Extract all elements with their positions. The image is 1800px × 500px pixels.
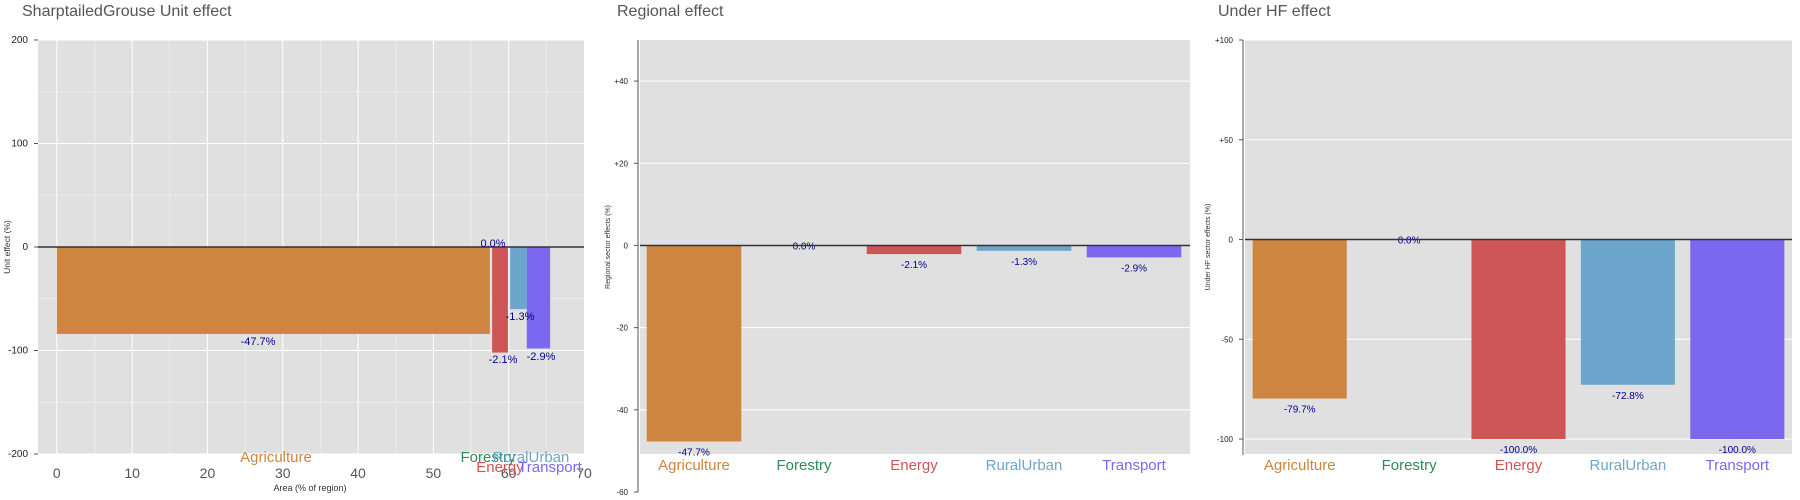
y-tick-label: 0 [22,242,28,253]
sector-label-forestry: Forestry [1382,457,1438,474]
value-label-ruralurban: -1.3% [1011,257,1037,268]
underhf-effect-chart: -100 -50 0 +50 +100 Under HF sector effects (… [1205,36,1792,474]
y-tick-label: -50 [1221,335,1233,344]
bar-agriculture [646,245,742,442]
sector-label-agriculture: Agriculture [658,457,730,474]
y-axis-label: Unit effect (%) [2,220,12,274]
y-tick-label: -20 [616,324,628,333]
value-label-energy: -100.0% [1500,445,1537,456]
y-tick-label: -60 [616,488,628,497]
sector-label-ruralurban: RuralUrban [986,457,1063,474]
value-label-ruralurban: -72.8% [1612,391,1644,402]
bar-transport [1690,239,1785,440]
y-axis-label: Under HF sector effects (%) [1205,204,1212,291]
y-tick-label: 100 [11,139,28,150]
sector-label-ruralurban: RuralUrban [493,449,570,466]
sector-label-energy: Energy [1495,457,1543,474]
x-axis-label: Area (% of region) [273,483,346,493]
value-label-energy: -2.1% [489,354,518,366]
x-tick-label: 30 [275,465,291,481]
bar-ruralurban [976,245,1072,251]
value-label-transport: -100.0% [1719,445,1756,456]
x-tick-label: 0 [53,465,61,481]
value-label-forestry: 0.0% [480,238,505,250]
y-tick-label: -100 [1217,435,1234,444]
value-label-ruralurban: -1.3% [506,311,535,323]
value-label-agriculture: -47.7% [241,336,276,348]
x-tick-label: 50 [426,465,442,481]
unit-effect-panel: SharptailedGrouse Unit effect -200 -100 0 1… [0,0,600,500]
y-tick-label: 200 [11,35,28,46]
value-label-transport: -2.9% [527,351,556,363]
y-tick-label: -200 [8,449,28,460]
y-axis-label: Regional sector effects (%) [605,205,612,289]
bar-energy [492,247,508,353]
bar-energy [1471,239,1566,440]
bar-transport [526,247,551,349]
unit-effect-title: SharptailedGrouse Unit effect [22,3,232,20]
x-tick-label: 40 [350,465,366,481]
underhf-effect-title: Under HF effect [1218,3,1331,20]
sector-label-transport: Transport [1102,457,1166,474]
sector-label-forestry: Forestry [776,457,832,474]
y-tick-label: -100 [8,346,28,357]
sector-label-transport: Transport [1705,457,1769,474]
x-tick-label: 70 [576,465,592,481]
value-label-agriculture: -47.7% [678,447,710,458]
y-tick-label: 0 [1229,236,1234,245]
bar-agriculture [1252,239,1347,399]
regional-effect-chart: -60 -40 -20 0 +20 +40 Regional sector effects … [605,40,1190,497]
sector-label-energy: Energy [890,457,938,474]
y-tick-label: -40 [616,406,628,415]
sector-label-ruralurban: RuralUrban [1590,457,1667,474]
regional-effect-title: Regional effect [617,3,724,20]
sector-label-transport: Transport [518,459,582,476]
regional-effect-panel: Regional effect -60 -40 -20 0 +20 +40 Regional… [600,0,1200,500]
value-label-energy: -2.1% [901,260,927,271]
value-label-forestry: 0.0% [793,241,816,252]
bar-ruralurban [1580,239,1675,385]
underhf-effect-panel: Under HF effect -100 -50 0 +50 +100 Under HF … [1200,0,1800,500]
y-tick-label: +40 [614,77,628,86]
bar-ruralurban [510,247,527,310]
sector-label-agriculture: Agriculture [1264,457,1336,474]
value-label-agriculture: -79.7% [1284,405,1316,416]
sector-label-agriculture: Agriculture [240,449,312,466]
value-label-forestry: 0.0% [1398,236,1421,247]
y-tick-label: 0 [624,241,629,250]
y-tick-label: +100 [1215,36,1234,45]
bar-agriculture [56,247,490,334]
x-tick-label: 20 [200,465,216,481]
bar-transport [1086,245,1182,258]
x-tick-label: 10 [124,465,140,481]
y-tick-label: +20 [614,159,628,168]
value-label-transport: -2.9% [1121,263,1147,274]
x-tick-label: 60 [501,465,517,481]
sector-label-forestry: Forestry [460,449,516,466]
bar-energy [866,245,962,255]
sector-label-energy: Energy [476,459,524,476]
y-tick-label: +50 [1219,136,1233,145]
unit-effect-chart: -200 -100 0 100 200 0 10 20 30 40 50 60 70 Unit effec… [2,35,592,493]
